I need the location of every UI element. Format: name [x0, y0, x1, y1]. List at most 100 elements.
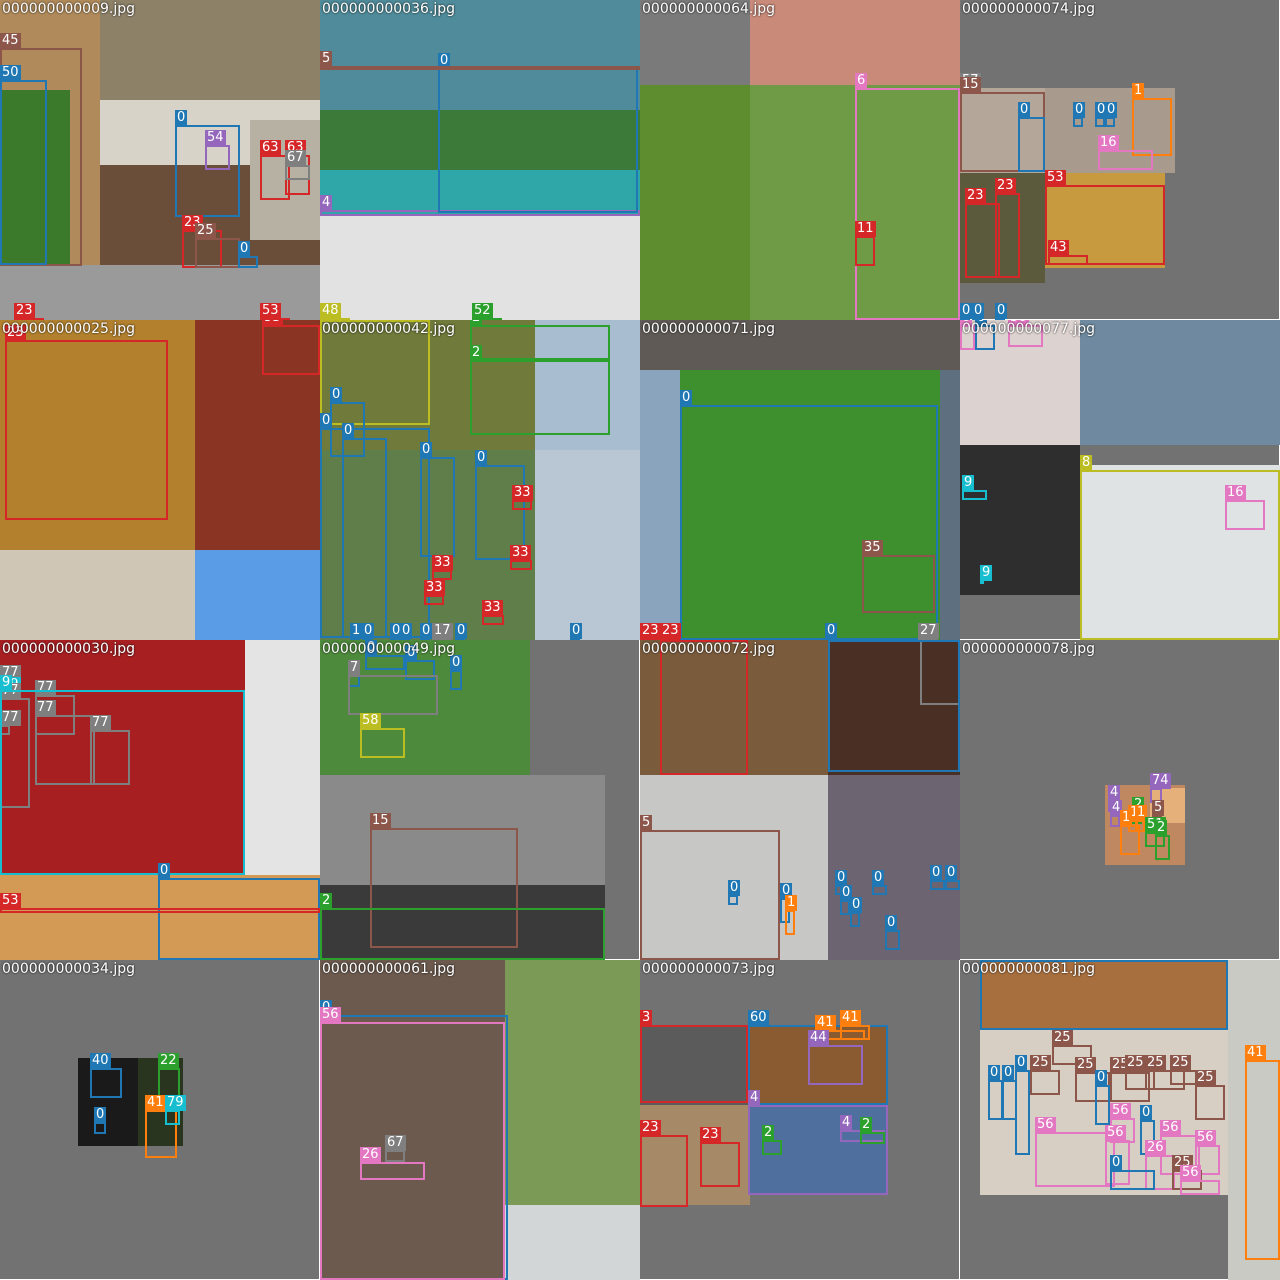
class-label: 0	[1140, 1105, 1153, 1121]
image-filename: 000000000030.jpg	[2, 641, 135, 657]
bounding-box: 0	[972, 303, 985, 320]
bounding-box: 43	[1048, 240, 1088, 265]
class-label: 53	[262, 320, 283, 326]
image-filename: 000000000036.jpg	[322, 1, 455, 17]
bounding-box: 0	[390, 623, 403, 640]
bounding-box: 4	[748, 1090, 888, 1195]
class-label: 8	[320, 320, 333, 321]
bounding-box: 25	[195, 223, 240, 268]
bounding-box: 0	[405, 645, 435, 680]
image-tile: 000000000049.jpg0000758152	[320, 640, 640, 960]
bounding-box: 0	[680, 390, 938, 640]
class-label: 36	[1008, 320, 1029, 326]
class-label: 56	[1105, 1125, 1126, 1141]
class-label: 0	[438, 53, 451, 69]
class-label: 45	[0, 33, 21, 49]
image-region	[940, 370, 960, 640]
image-region	[960, 88, 1045, 173]
image-region	[535, 450, 640, 640]
image-tile: 000000000074.jpg5715000011623235343000	[960, 0, 1280, 320]
bounding-box: 25	[1052, 1030, 1092, 1065]
image-region	[535, 320, 640, 450]
class-label: 0	[835, 870, 848, 886]
class-label: 1	[1132, 83, 1145, 99]
image-region	[0, 550, 195, 640]
bounding-box: 2	[320, 893, 605, 960]
bounding-box: 23	[700, 1127, 740, 1187]
bounding-box: 41	[145, 1095, 177, 1158]
bounding-box: 33	[482, 600, 504, 625]
class-label: 56	[1160, 1120, 1181, 1136]
class-label: 25	[1125, 1055, 1146, 1071]
class-label: 16	[1225, 485, 1246, 501]
class-label: 0	[570, 623, 583, 639]
bounding-box: 0	[1015, 1055, 1030, 1155]
bounding-box: 33	[512, 485, 533, 510]
class-label: 58	[360, 713, 381, 729]
bounding-box: 25	[1030, 1055, 1060, 1095]
bounding-box: 25	[1145, 1055, 1185, 1090]
class-label: 0	[475, 450, 488, 466]
class-label: 0	[238, 241, 251, 257]
bounding-box: 5	[640, 815, 780, 960]
class-label: 77	[35, 700, 56, 716]
bounding-box: 0	[872, 870, 887, 895]
class-label: 54	[205, 130, 226, 146]
class-label: 9	[962, 475, 975, 491]
class-label: 23	[640, 623, 661, 639]
image-filename: 000000000074.jpg	[962, 1, 1095, 17]
class-label: 0	[840, 885, 853, 901]
class-label: 56	[1110, 1103, 1131, 1119]
bounding-box: 74	[1150, 773, 1171, 803]
bounding-box: 0	[828, 640, 960, 772]
class-label: 0	[94, 1107, 107, 1123]
class-label: 60	[748, 1010, 769, 1026]
image-tile: 000000000036.jpg 4 0 5 48 52	[320, 0, 640, 320]
bounding-box: 0	[438, 53, 638, 213]
image-filename: 000000000034.jpg	[2, 961, 135, 977]
bounding-box: 0	[728, 880, 741, 905]
class-label: 0	[1073, 102, 1086, 118]
class-label: 0	[390, 623, 403, 639]
image-tile: 000000000078.jpg744421115512	[960, 640, 1280, 960]
class-label: 44	[808, 1030, 829, 1046]
class-label: 15	[370, 813, 391, 829]
image-tile: 000000000030.jpg775977777777779053	[0, 640, 320, 960]
bounding-box: 2	[860, 1117, 885, 1144]
image-region	[680, 370, 940, 640]
class-label: 3	[640, 1010, 653, 1026]
bounding-box: 2	[1155, 820, 1170, 860]
class-label: 0	[420, 623, 433, 639]
image-region	[505, 1205, 640, 1280]
bounding-box: 53	[260, 303, 290, 320]
class-label: 23	[965, 188, 986, 204]
image-region	[640, 640, 828, 775]
image-filename: 000000000078.jpg	[962, 641, 1095, 657]
bounding-box: 23	[14, 303, 44, 320]
bounding-box: 1	[1132, 83, 1172, 156]
bounding-box: 0	[455, 623, 468, 640]
class-label: 2	[860, 1117, 873, 1133]
image-filename: 000000000042.jpg	[322, 321, 455, 337]
class-label: 0	[420, 442, 433, 458]
class-label: 74	[1150, 773, 1171, 789]
bounding-box: 25	[1125, 1055, 1155, 1090]
bounding-box: 3	[640, 1010, 748, 1103]
bounding-box: 33	[510, 545, 532, 570]
bounding-box: 0	[420, 623, 433, 640]
bounding-box: 7	[348, 660, 438, 715]
class-label: 56	[1180, 1165, 1201, 1181]
image-region	[1228, 960, 1280, 1280]
bounding-box: 16	[1098, 135, 1153, 170]
class-label: 77	[90, 715, 111, 731]
class-label: 2	[470, 320, 483, 326]
bounding-box: 0	[995, 303, 1008, 320]
class-label: 33	[424, 580, 445, 596]
image-tile: 000000000034.jpg 40 22 0 41 79	[0, 960, 320, 1280]
bounding-box: 60	[980, 960, 1228, 1030]
class-label: 1	[785, 895, 798, 911]
class-label: 9	[0, 675, 13, 691]
class-label: 0	[450, 655, 463, 671]
bounding-box: 15	[370, 813, 518, 948]
class-label: 56	[1195, 1130, 1216, 1146]
